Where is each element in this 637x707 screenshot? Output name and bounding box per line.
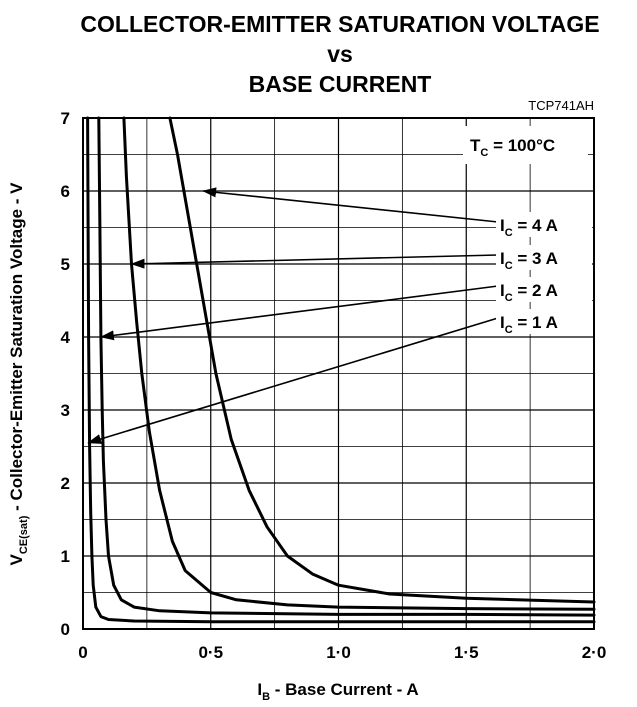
x-tick-label: 0 <box>78 643 87 662</box>
series-line-ic3 <box>122 116 596 611</box>
series-label-ic1-sub: C <box>505 324 513 336</box>
series-arrows <box>87 187 499 444</box>
series-label-ic2: IC = 2 A <box>500 281 558 304</box>
series-arrow-ic4 <box>202 187 499 223</box>
series-label-ic2-sub: C <box>505 292 513 304</box>
grid <box>83 118 594 629</box>
chart-title-line-3: BASE CURRENT <box>249 71 432 97</box>
y-axis-label-symbol: V <box>7 553 26 565</box>
condition-text: = 100°C <box>488 136 555 155</box>
label-bg-ic4 <box>496 212 592 237</box>
series-label-ic4: IC = 4 A <box>500 216 558 239</box>
y-tick-label: 0 <box>61 620 70 639</box>
y-axis-label: VCE(sat) - Collector-Emitter Saturation … <box>7 182 30 566</box>
y-tick-label: 4 <box>61 328 71 347</box>
series-label-ic3: IC = 3 A <box>500 249 558 272</box>
series-label-ic2-symbol: I <box>500 281 505 300</box>
label-bg-ic1 <box>496 309 592 334</box>
x-tick-labels: 0 0·5 1·0 1·5 2·0 <box>78 643 606 662</box>
series-label-ic2-text: = 2 A <box>513 281 558 300</box>
series-label-ic1-symbol: I <box>500 313 505 332</box>
y-axis-label-sub: CE(sat) <box>18 515 30 554</box>
series-label-ic3-sub: C <box>505 260 513 272</box>
y-tick-label: 3 <box>61 401 70 420</box>
x-axis-label-symbol: I <box>257 680 262 699</box>
series-label-ic4-sub: C <box>505 227 513 239</box>
x-tick-label: 1·5 <box>454 643 479 662</box>
series-lines <box>86 116 596 624</box>
series-line-ic1 <box>86 116 596 624</box>
series-arrow-ic2 <box>99 285 499 341</box>
condition-box <box>463 126 588 164</box>
label-bg-ic3 <box>496 245 592 270</box>
series-label-ic1-text: = 1 A <box>513 313 558 332</box>
y-tick-label: 2 <box>61 474 70 493</box>
condition-sub: C <box>480 147 488 159</box>
chart-title-line-2: vs <box>327 41 353 67</box>
series-label-ic4-text: = 4 A <box>513 216 558 235</box>
y-tick-label: 6 <box>61 182 70 201</box>
chart-title-line-1: COLLECTOR-EMITTER SATURATION VOLTAGE <box>80 11 599 37</box>
x-axis-label: IB - Base Current - A <box>257 680 418 703</box>
x-tick-label: 2·0 <box>582 643 607 662</box>
series-label-ic3-symbol: I <box>500 249 505 268</box>
y-tick-labels: 0 1 2 3 4 5 6 7 <box>61 109 71 639</box>
series-label-ic4-symbol: I <box>500 216 505 235</box>
x-tick-label: 1·0 <box>326 643 351 662</box>
figure-code: TCP741AH <box>528 98 594 113</box>
label-bg-ic2 <box>496 277 592 302</box>
series-arrow-ic3 <box>130 254 499 269</box>
series-label-ic3-text: = 3 A <box>513 249 558 268</box>
series-line-ic2 <box>97 116 596 617</box>
condition-label: TC = 100°C <box>470 136 555 159</box>
condition-symbol: T <box>470 136 481 155</box>
x-axis-label-sub: B <box>262 691 270 703</box>
y-tick-label: 1 <box>61 547 70 566</box>
series-label-ic1: IC = 1 A <box>500 313 558 336</box>
x-axis-label-text: - Base Current - A <box>270 680 419 699</box>
y-axis-label-text: - Collector-Emitter Saturation Voltage -… <box>7 182 26 516</box>
y-tick-label: 5 <box>61 255 70 274</box>
x-tick-label: 0·5 <box>198 643 223 662</box>
series-line-ic4 <box>168 116 596 604</box>
series-arrow-ic1 <box>87 317 499 444</box>
y-tick-label: 7 <box>61 109 70 128</box>
